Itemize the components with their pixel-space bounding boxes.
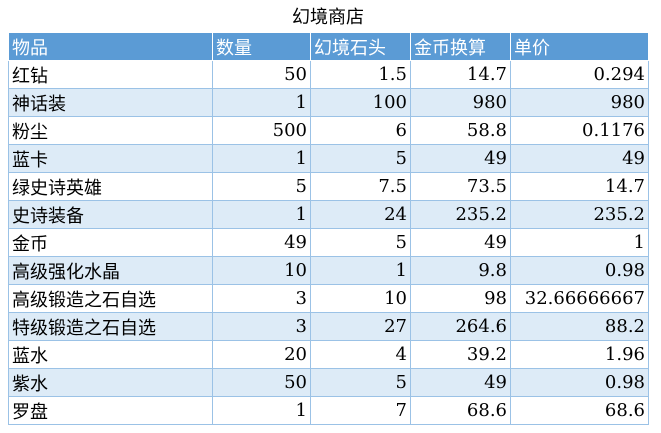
item-name-cell: 蓝水 — [8, 340, 213, 369]
number-cell: 49 — [410, 228, 511, 257]
number-cell: 100 — [310, 88, 411, 117]
sheet-title: 幻境商店 — [292, 7, 364, 28]
shop-table: 物品 数量 幻境石头 金币换算 单价 红钻 50 1.5 14.7 0.294 神话装 1 100 98… — [8, 32, 649, 425]
number-cell: 6 — [310, 116, 411, 145]
number-cell: 5 — [310, 368, 411, 397]
number-cell: 4 — [310, 340, 411, 369]
header-row: 物品 数量 幻境石头 金币换算 单价 — [8, 32, 649, 61]
table-row: 蓝水 20 4 39.2 1.96 — [8, 340, 649, 369]
table-row: 金币 49 5 49 1 — [8, 228, 649, 257]
number-cell: 58.8 — [410, 116, 511, 145]
number-cell: 5 — [212, 172, 311, 201]
number-cell: 7.5 — [310, 172, 411, 201]
number-cell: 20 — [212, 340, 311, 369]
number-cell: 50 — [212, 60, 311, 89]
number-cell: 235.2 — [410, 200, 511, 229]
number-cell: 5 — [310, 228, 411, 257]
number-cell: 0.294 — [510, 60, 649, 89]
item-name-cell: 特级锻造之石自选 — [8, 312, 213, 341]
table-body: 红钻 50 1.5 14.7 0.294 神话装 1 100 980 980 粉尘 500 6 58.8 0… — [8, 60, 649, 425]
number-cell: 14.7 — [510, 172, 649, 201]
table-row: 高级强化水晶 10 1 9.8 0.98 — [8, 256, 649, 285]
number-cell: 88.2 — [510, 312, 649, 341]
header-cell: 金币换算 — [410, 32, 511, 61]
number-cell: 68.6 — [410, 396, 511, 425]
number-cell: 49 — [510, 144, 649, 173]
number-cell: 10 — [310, 284, 411, 313]
number-cell: 1 — [212, 396, 311, 425]
table-row: 绿史诗英雄 5 7.5 73.5 14.7 — [8, 172, 649, 201]
number-cell: 9.8 — [410, 256, 511, 285]
number-cell: 3 — [212, 284, 311, 313]
number-cell: 1.5 — [310, 60, 411, 89]
number-cell: 10 — [212, 256, 311, 285]
header-cell: 数量 — [212, 32, 311, 61]
number-cell: 27 — [310, 312, 411, 341]
number-cell: 68.6 — [510, 396, 649, 425]
number-cell: 235.2 — [510, 200, 649, 229]
item-name-cell: 高级强化水晶 — [8, 256, 213, 285]
item-name-cell: 史诗装备 — [8, 200, 213, 229]
item-name-cell: 绿史诗英雄 — [8, 172, 213, 201]
table-row: 神话装 1 100 980 980 — [8, 88, 649, 117]
number-cell: 1.96 — [510, 340, 649, 369]
number-cell: 1 — [310, 256, 411, 285]
item-name-cell: 红钻 — [8, 60, 213, 89]
number-cell: 0.1176 — [510, 116, 649, 145]
number-cell: 0.98 — [510, 368, 649, 397]
table-row: 红钻 50 1.5 14.7 0.294 — [8, 60, 649, 89]
table-row: 史诗装备 1 24 235.2 235.2 — [8, 200, 649, 229]
table-row: 粉尘 500 6 58.8 0.1176 — [8, 116, 649, 145]
number-cell: 73.5 — [410, 172, 511, 201]
number-cell: 50 — [212, 368, 311, 397]
number-cell: 49 — [410, 144, 511, 173]
number-cell: 980 — [510, 88, 649, 117]
table-row: 特级锻造之石自选 3 27 264.6 88.2 — [8, 312, 649, 341]
table-row: 高级锻造之石自选 3 10 98 32.66666667 — [8, 284, 649, 313]
table-row: 蓝卡 1 5 49 49 — [8, 144, 649, 173]
item-name-cell: 高级锻造之石自选 — [8, 284, 213, 313]
item-name-cell: 罗盘 — [8, 396, 213, 425]
number-cell: 24 — [310, 200, 411, 229]
number-cell: 264.6 — [410, 312, 511, 341]
number-cell: 49 — [212, 228, 311, 257]
header-cell: 物品 — [8, 32, 213, 61]
item-name-cell: 紫水 — [8, 368, 213, 397]
number-cell: 32.66666667 — [510, 284, 649, 313]
item-name-cell: 神话装 — [8, 88, 213, 117]
number-cell: 1 — [212, 88, 311, 117]
number-cell: 5 — [310, 144, 411, 173]
number-cell: 98 — [410, 284, 511, 313]
number-cell: 7 — [310, 396, 411, 425]
number-cell: 980 — [410, 88, 511, 117]
item-name-cell: 粉尘 — [8, 116, 213, 145]
header-cell: 单价 — [510, 32, 649, 61]
number-cell: 49 — [410, 368, 511, 397]
number-cell: 3 — [212, 312, 311, 341]
item-name-cell: 蓝卡 — [8, 144, 213, 173]
number-cell: 0.98 — [510, 256, 649, 285]
number-cell: 14.7 — [410, 60, 511, 89]
number-cell: 500 — [212, 116, 311, 145]
number-cell: 1 — [212, 200, 311, 229]
table-row: 罗盘 1 7 68.6 68.6 — [8, 396, 649, 425]
number-cell: 1 — [510, 228, 649, 257]
item-name-cell: 金币 — [8, 228, 213, 257]
number-cell: 1 — [212, 144, 311, 173]
number-cell: 39.2 — [410, 340, 511, 369]
table-row: 紫水 50 5 49 0.98 — [8, 368, 649, 397]
header-cell: 幻境石头 — [310, 32, 411, 61]
